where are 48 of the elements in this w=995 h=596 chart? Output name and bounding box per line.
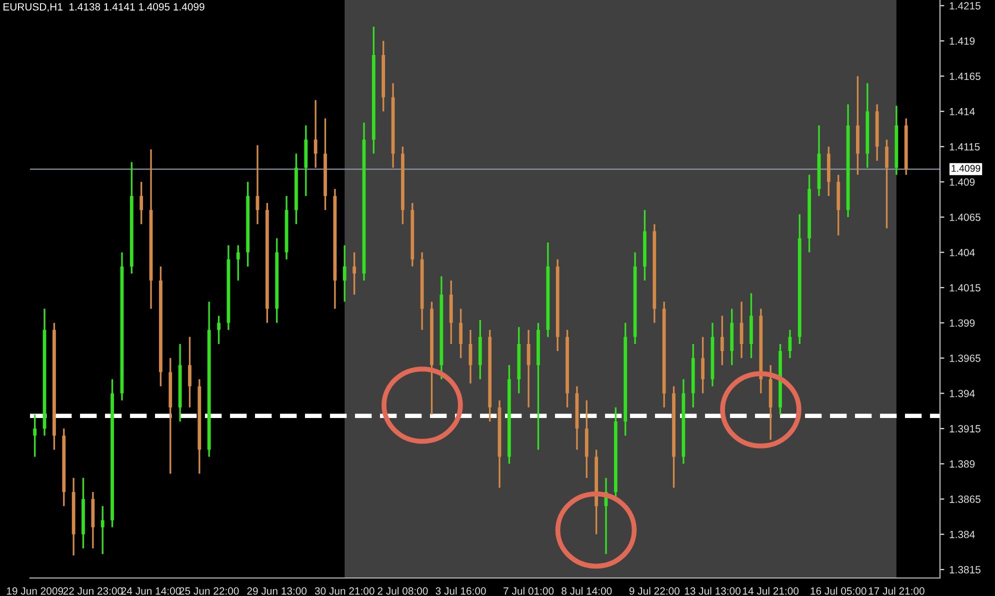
candlestick [720,314,724,366]
y-tick-label: 1.404 [950,248,975,256]
candlestick [701,336,705,394]
y-tick-label: 1.4215 [950,2,980,10]
y-tick-label: 1.399 [950,319,975,327]
x-tick-label: 9 Jul 22:00 [629,587,680,595]
x-tick-label: 22 Jun 23:00 [63,587,123,595]
x-tick-label: 19 Jun 2009 [6,587,64,595]
y-tick-label: 1.409 [950,178,975,186]
candlestick [459,308,462,359]
candlestick [140,181,144,225]
x-tick-label: 16 Jul 05:00 [810,587,866,595]
y-tick-label: 1.389 [950,460,975,468]
candlestick [314,99,318,169]
x-tick-label: 3 Jul 16:00 [436,587,486,595]
y-tick-label: 1.3965 [950,354,980,362]
candlestick [100,505,104,555]
y-tick-label: 1.419 [950,37,975,45]
y-tick-label: 1.384 [950,530,975,538]
x-tick-label: 29 Jun 13:00 [247,587,307,595]
candlestick [342,244,346,303]
y-tick-label: 1.4015 [950,284,980,292]
x-tick-label: 7 Jul 01:00 [504,587,554,595]
candlestick [352,252,356,296]
candlestick [217,314,220,345]
x-tick-label: 2 Jul 08:00 [378,587,428,595]
x-tick-label: 14 Jul 21:00 [743,587,799,595]
candlestick [236,244,240,282]
x-tick-label: 24 Jun 14:00 [121,587,181,595]
x-tick-label: 17 Jul 21:00 [868,587,924,595]
y-tick-label: 1.414 [950,108,975,116]
x-tick-label: 13 Jul 13:00 [684,587,740,595]
y-tick-label: 1.4065 [950,214,980,221]
x-tick-label: 30 Jun 21:00 [314,587,374,595]
y-tick-label: 1.4165 [950,72,980,80]
x-tick-label: 8 Jul 14:00 [562,587,612,595]
candlestick [885,138,888,230]
candlestick [526,329,530,408]
y-tick-label: 1.3815 [950,566,980,574]
x-tick-label: 25 Jun 22:00 [180,587,239,595]
candlestick [188,336,192,408]
y-tick-label: 1.394 [950,390,975,398]
y-tick-label: 1.3915 [950,425,980,432]
y-tick-label: 1.4115 [950,143,980,150]
ref-line-label: 1.4099 [952,164,980,172]
y-tick-label: 1.3865 [950,496,980,503]
candlestick [33,414,37,458]
chart-title: EURUSD,H1 1.4138 1.4141 1.4095 1.4099 [4,3,204,12]
